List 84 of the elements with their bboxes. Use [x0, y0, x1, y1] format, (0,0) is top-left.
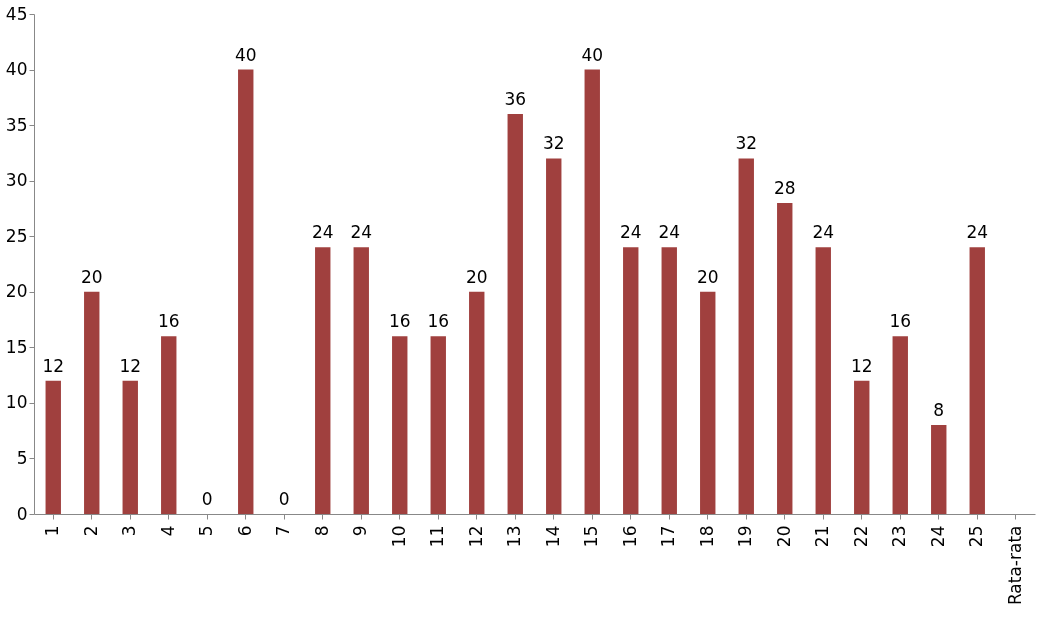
bar [892, 336, 908, 514]
data-label: 24 [966, 222, 989, 243]
x-tick-label: 18 [696, 525, 717, 548]
bar [546, 158, 562, 514]
bar [238, 69, 254, 514]
x-tick-label: 7 [273, 525, 294, 537]
bar [854, 380, 870, 514]
y-tick-label: 5 [16, 447, 28, 468]
data-label: 0 [201, 489, 213, 509]
data-label: 12 [42, 355, 65, 376]
data-label: 28 [773, 177, 796, 198]
x-tick-label: 21 [812, 525, 833, 548]
data-label: 24 [619, 222, 642, 243]
x-tick-label: 1 [42, 525, 63, 537]
bar [931, 425, 947, 514]
y-tick-label: 10 [5, 392, 28, 413]
x-tick-label: 24 [927, 525, 948, 548]
bar [353, 247, 369, 514]
x-tick-label: 19 [735, 525, 756, 548]
data-label: 12 [850, 355, 873, 376]
x-tick-label: 5 [196, 525, 217, 537]
x-tick-label: 6 [234, 525, 255, 537]
data-label: 20 [465, 266, 488, 287]
x-tick-label: 16 [619, 525, 640, 548]
x-tick-label: 23 [889, 525, 910, 548]
bar [122, 380, 138, 514]
y-tick-label: 45 [5, 3, 28, 24]
bar [45, 380, 61, 514]
x-tick-label: 2 [80, 525, 101, 537]
x-tick-label: 12 [465, 525, 486, 548]
bar [815, 247, 831, 514]
bar [392, 336, 408, 514]
bar [623, 247, 639, 514]
bar [315, 247, 331, 514]
data-label: 24 [350, 222, 373, 243]
data-label: 12 [119, 355, 142, 376]
bar [507, 114, 523, 514]
data-label: 36 [504, 89, 527, 109]
y-tick-label: 20 [5, 281, 28, 302]
data-label: 0 [278, 489, 290, 509]
y-tick-label: 40 [5, 59, 28, 80]
y-tick-label: 30 [5, 170, 28, 191]
data-label: 8 [933, 400, 945, 421]
data-label: 24 [311, 222, 334, 243]
y-tick-label: 15 [5, 336, 28, 357]
x-tick-label: 13 [504, 525, 525, 548]
x-tick-label: 15 [581, 525, 602, 548]
data-label: 20 [80, 266, 103, 287]
bar [738, 158, 754, 514]
bar [584, 69, 600, 514]
x-tick-label: 25 [966, 525, 987, 548]
x-tick-label: 9 [350, 525, 371, 537]
x-tick-label: 8 [311, 525, 332, 537]
x-tick-label: 17 [658, 525, 679, 548]
data-label: 32 [542, 133, 565, 154]
x-tick-label: 10 [388, 525, 409, 548]
data-label: 24 [812, 222, 835, 243]
x-tick-label: Rata-rata [1004, 525, 1025, 606]
bar [161, 336, 177, 514]
data-label: 16 [889, 311, 912, 332]
bar [430, 336, 446, 514]
data-label: 32 [735, 133, 758, 154]
bar [661, 247, 677, 514]
y-tick-label: 25 [5, 225, 28, 246]
data-label: 20 [696, 266, 719, 287]
data-label: 40 [581, 44, 604, 65]
data-label: 16 [157, 311, 180, 332]
bar [84, 291, 100, 514]
bar [700, 291, 716, 514]
bar [969, 247, 985, 514]
x-tick-label: 4 [157, 525, 178, 537]
data-label: 40 [234, 44, 257, 65]
data-label: 24 [658, 222, 681, 243]
x-tick-label: 14 [542, 525, 563, 548]
x-tick-label: 3 [119, 525, 140, 537]
bar [777, 202, 793, 514]
y-tick-label: 35 [5, 114, 28, 135]
y-tick-label: 0 [16, 503, 28, 524]
bar [469, 291, 485, 514]
x-tick-label: 11 [427, 525, 448, 548]
data-label: 16 [388, 311, 411, 332]
x-tick-label: 22 [850, 525, 871, 548]
data-label: 16 [427, 311, 450, 332]
x-tick-label: 20 [773, 525, 794, 548]
